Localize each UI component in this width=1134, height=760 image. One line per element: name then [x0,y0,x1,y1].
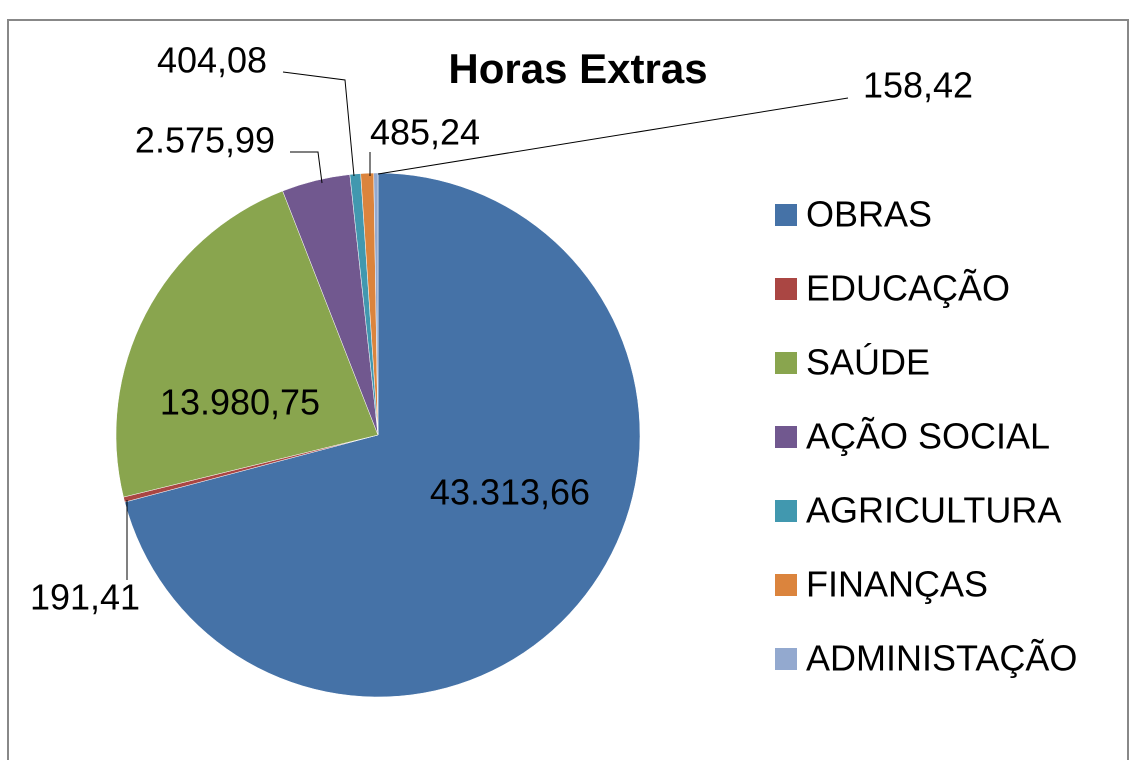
data-label: 2.575,99 [135,120,275,161]
legend-label: ADMINISTAÇÃO [806,638,1077,679]
pie-slice [373,172,379,436]
legend-swatch [775,500,797,522]
data-label: 13.980,75 [160,382,320,423]
legend-label: AÇÃO SOCIAL [806,416,1050,457]
legend-label: FINANÇAS [806,564,988,605]
legend-label: SAÚDE [806,342,930,383]
legend-swatch [775,574,797,596]
leader-line [282,71,355,177]
legend-swatch [775,426,797,448]
legend-swatch [775,352,797,374]
leader-line [377,97,849,175]
data-label: 485,24 [370,112,480,153]
legend-swatch [775,204,797,226]
leader-line [290,151,323,184]
legend-swatch [775,648,797,670]
data-label: 191,41 [30,577,140,618]
data-label: 43.313,66 [430,472,590,513]
legend-label: OBRAS [806,194,932,235]
data-label: 404,08 [157,40,267,81]
pie-slice [124,172,641,698]
chart-title: Horas Extras [448,45,707,92]
legend-swatch [775,278,797,300]
data-label: 158,42 [863,65,973,106]
legend-label: EDUCAÇÃO [806,268,1010,309]
legend-label: AGRICULTURA [806,490,1061,531]
